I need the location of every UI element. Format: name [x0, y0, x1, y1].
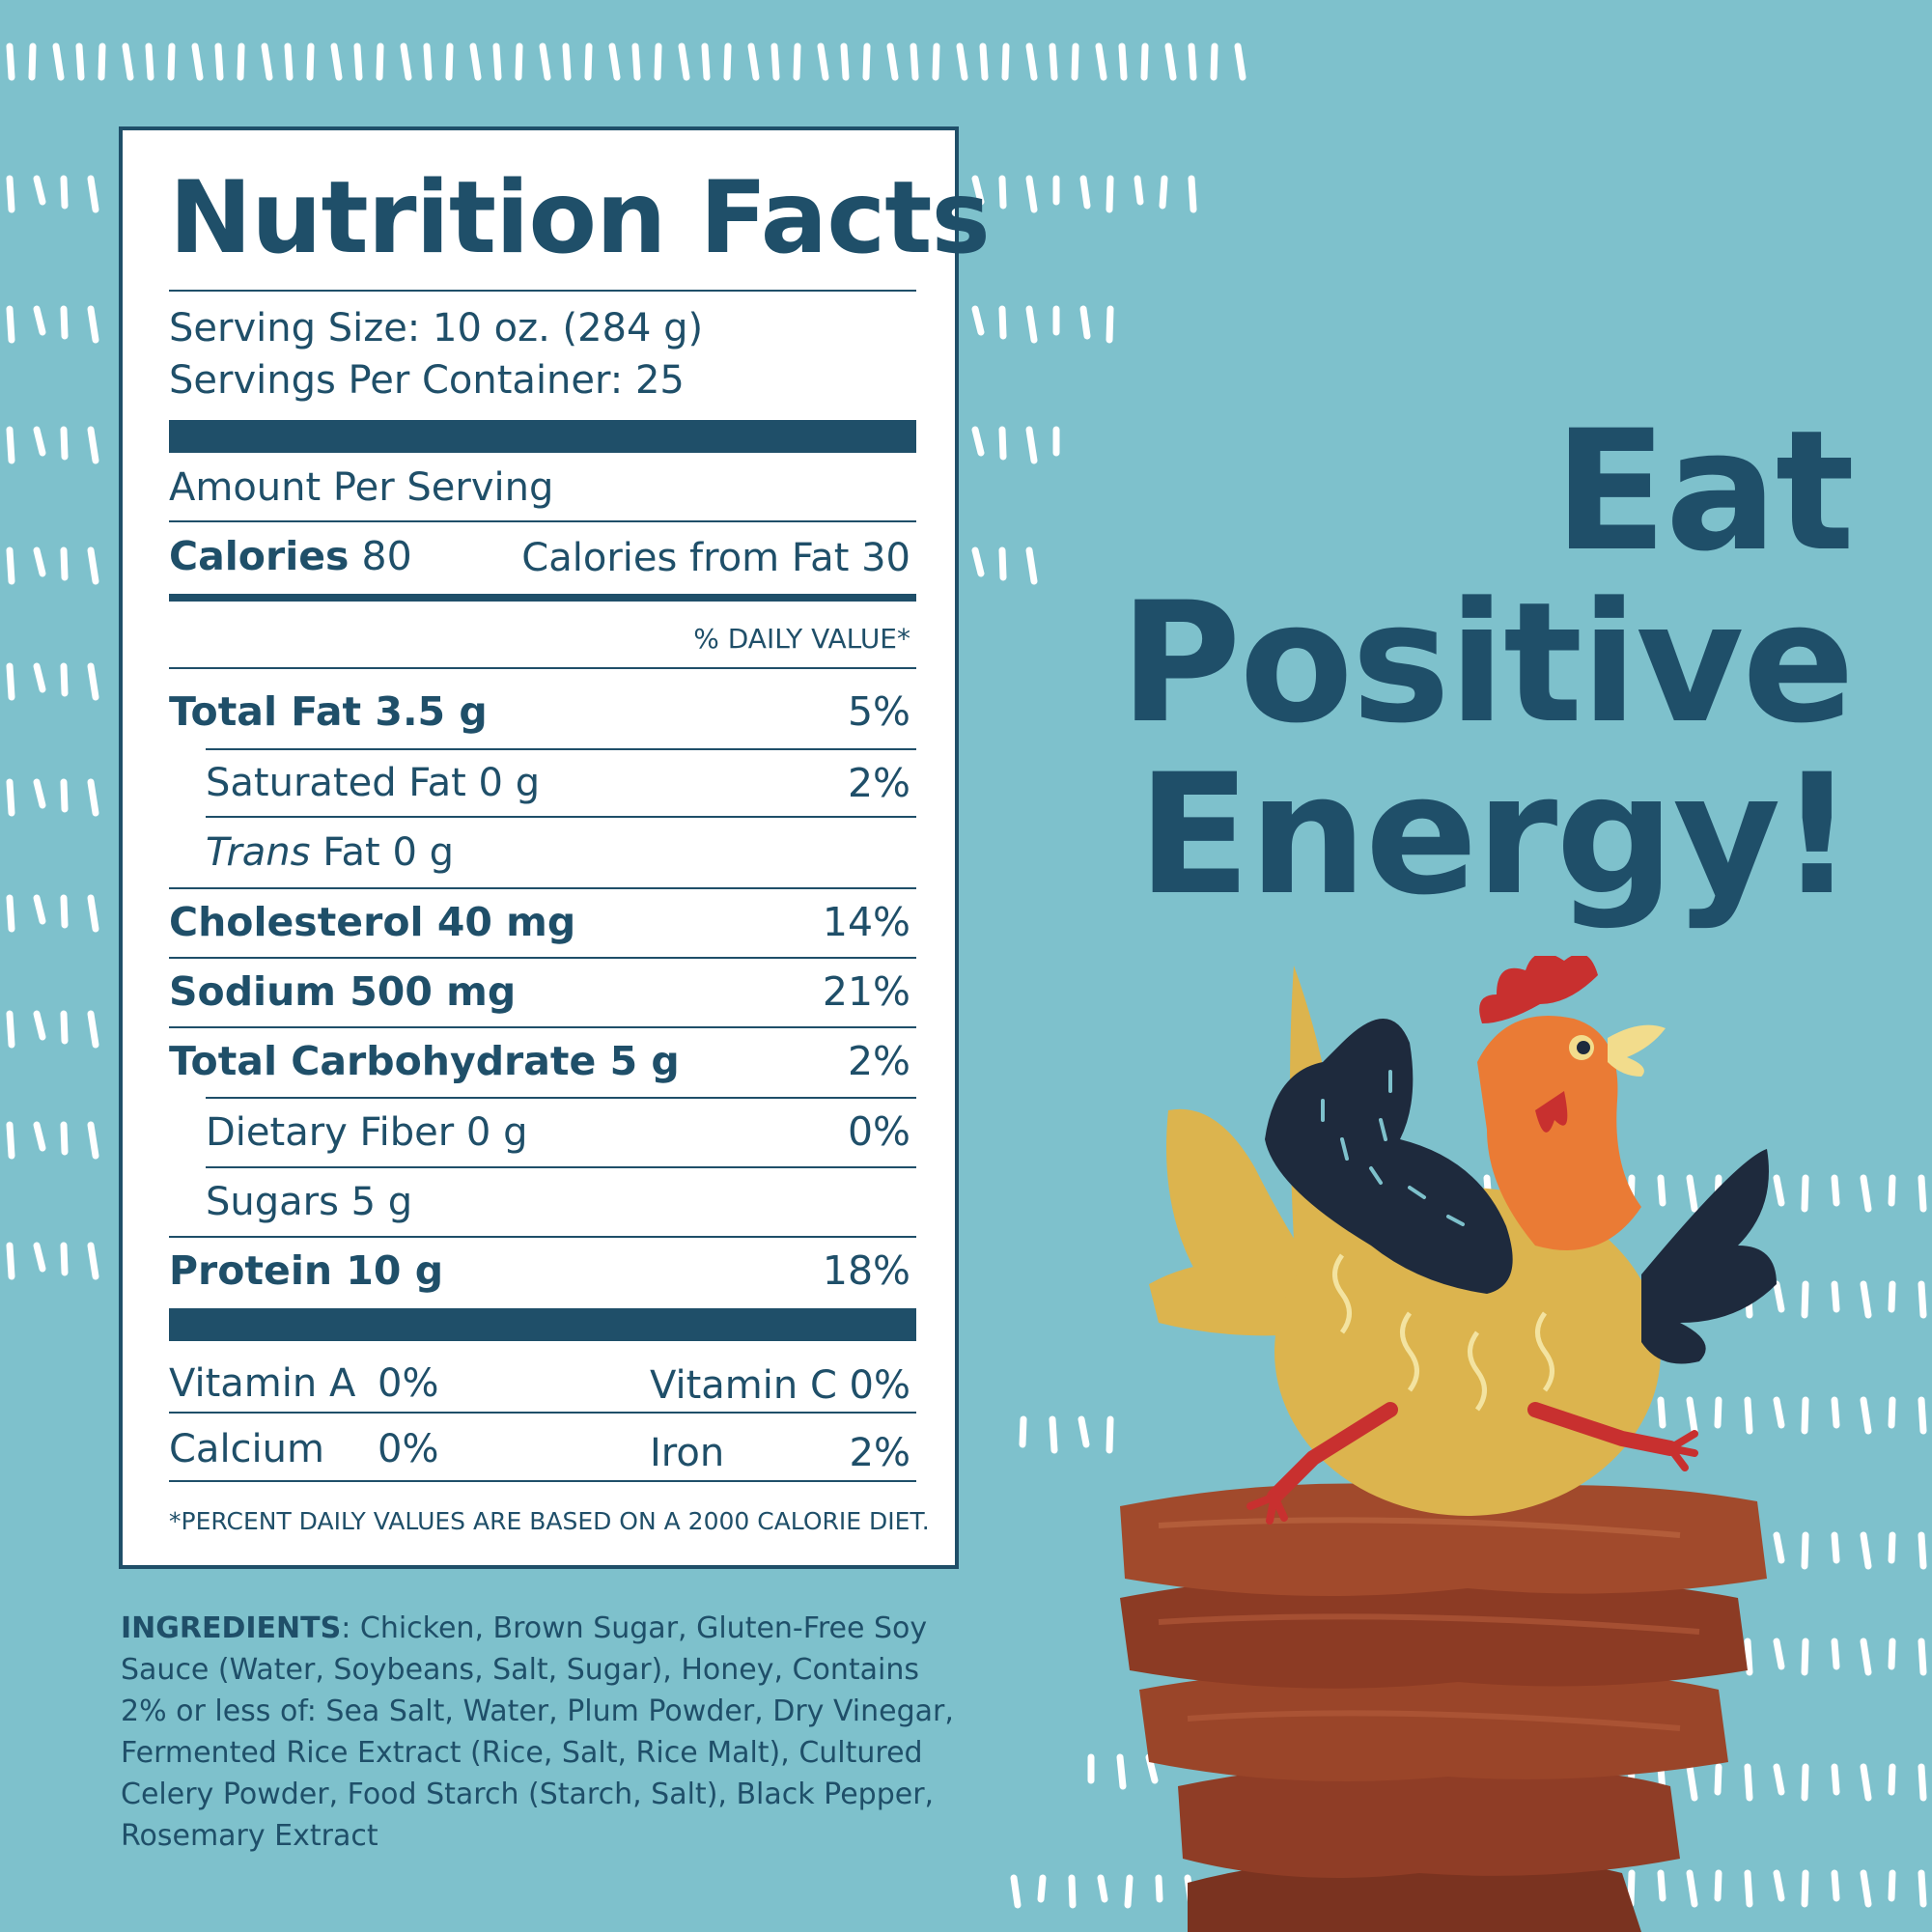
calories-value: 80: [361, 533, 412, 579]
iron-label: Iron: [650, 1431, 725, 1475]
ingredients-list: : Chicken, Brown Sugar, Gluten-Free Soy …: [121, 1611, 954, 1853]
vitamin-c-label: Vitamin C: [650, 1363, 837, 1408]
vitamin-a-value: 0%: [378, 1361, 439, 1406]
divider: [206, 1097, 916, 1099]
divider-medium: [169, 594, 916, 602]
headline-line-2: Positive: [1119, 566, 1855, 760]
iron-value: 2%: [849, 1431, 910, 1475]
divider: [169, 887, 916, 889]
divider-thick: [169, 420, 916, 453]
hen-illustration-icon: [1149, 956, 1777, 1525]
divider: [169, 667, 916, 669]
divider: [206, 748, 916, 750]
nutrient-label: Total Carbohydrate 5 g: [169, 1038, 680, 1084]
nutrient-label: Sugars 5 g: [206, 1180, 413, 1224]
vitamin-a-label: Vitamin A: [169, 1361, 356, 1406]
divider: [169, 290, 916, 292]
divider: [206, 816, 916, 818]
divider: [169, 1236, 916, 1238]
nutrient-label: Total Fat 3.5 g: [169, 688, 488, 735]
nutrient-daily-value: 2%: [847, 1038, 910, 1084]
nutrient-label: Dietary Fiber 0 g: [206, 1110, 528, 1155]
trans-italic: Trans: [206, 830, 311, 875]
nutrient-daily-value: 18%: [822, 1247, 910, 1294]
nutrition-title: Nutrition Facts: [169, 160, 991, 276]
illustration: [1120, 956, 1777, 1932]
nutrient-label: Protein 10 g: [169, 1247, 444, 1294]
serving-size: Serving Size: 10 oz. (284 g): [169, 306, 704, 350]
nutrient-daily-value: 21%: [822, 968, 910, 1015]
nutrient-daily-value: 14%: [822, 899, 910, 945]
nutrient-label: Trans Fat 0 g: [206, 833, 454, 872]
amount-per-serving: Amount Per Serving: [169, 465, 554, 510]
divider: [169, 1026, 916, 1028]
nutrient-label: Sodium 500 mg: [169, 968, 517, 1015]
divider-thick: [169, 1308, 916, 1341]
calories-from-fat: Calories from Fat 30: [521, 536, 910, 580]
divider: [169, 520, 916, 522]
divider: [169, 1412, 916, 1414]
divider: [169, 1480, 916, 1482]
headline-line-1: Eat: [1554, 394, 1855, 588]
divider: [206, 1166, 916, 1168]
nutrient-label: Saturated Fat 0 g: [206, 761, 541, 805]
ingredients-text: INGREDIENTS: Chicken, Brown Sugar, Glute…: [121, 1608, 970, 1857]
headline: Eat Positive Energy!: [1119, 394, 1855, 932]
trans-rest: Fat 0 g: [310, 830, 454, 875]
vitamin-c-value: 0%: [849, 1363, 910, 1408]
nutrient-daily-value: 0%: [847, 1108, 910, 1155]
jerky-stack-icon: [1120, 1483, 1767, 1932]
divider: [169, 957, 916, 959]
daily-value-header: % DAILY VALUE*: [693, 623, 910, 655]
ingredients-label: INGREDIENTS: [121, 1611, 342, 1645]
headline-line-3: Energy!: [1136, 738, 1855, 932]
nutrient-daily-value: 2%: [847, 760, 910, 806]
calcium-label: Calcium: [169, 1427, 324, 1471]
footnote: *PERCENT DAILY VALUES ARE BASED ON A 200…: [169, 1507, 930, 1535]
calcium-value: 0%: [378, 1427, 439, 1471]
nutrient-daily-value: 5%: [847, 688, 910, 735]
nutrition-facts-panel: Nutrition Facts Serving Size: 10 oz. (28…: [119, 126, 991, 1569]
calories-row: Calories 80: [169, 537, 412, 576]
calories-label: Calories: [169, 533, 350, 579]
servings-per-container: Servings Per Container: 25: [169, 358, 685, 403]
nutrient-label: Cholesterol 40 mg: [169, 899, 576, 945]
